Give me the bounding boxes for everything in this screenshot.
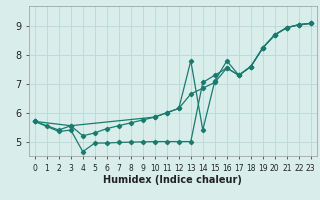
X-axis label: Humidex (Indice chaleur): Humidex (Indice chaleur) [103,175,242,185]
